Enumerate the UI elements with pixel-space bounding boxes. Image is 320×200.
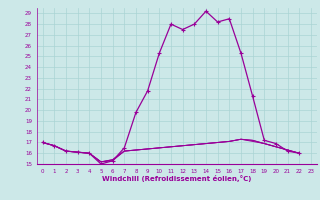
- X-axis label: Windchill (Refroidissement éolien,°C): Windchill (Refroidissement éolien,°C): [102, 175, 252, 182]
